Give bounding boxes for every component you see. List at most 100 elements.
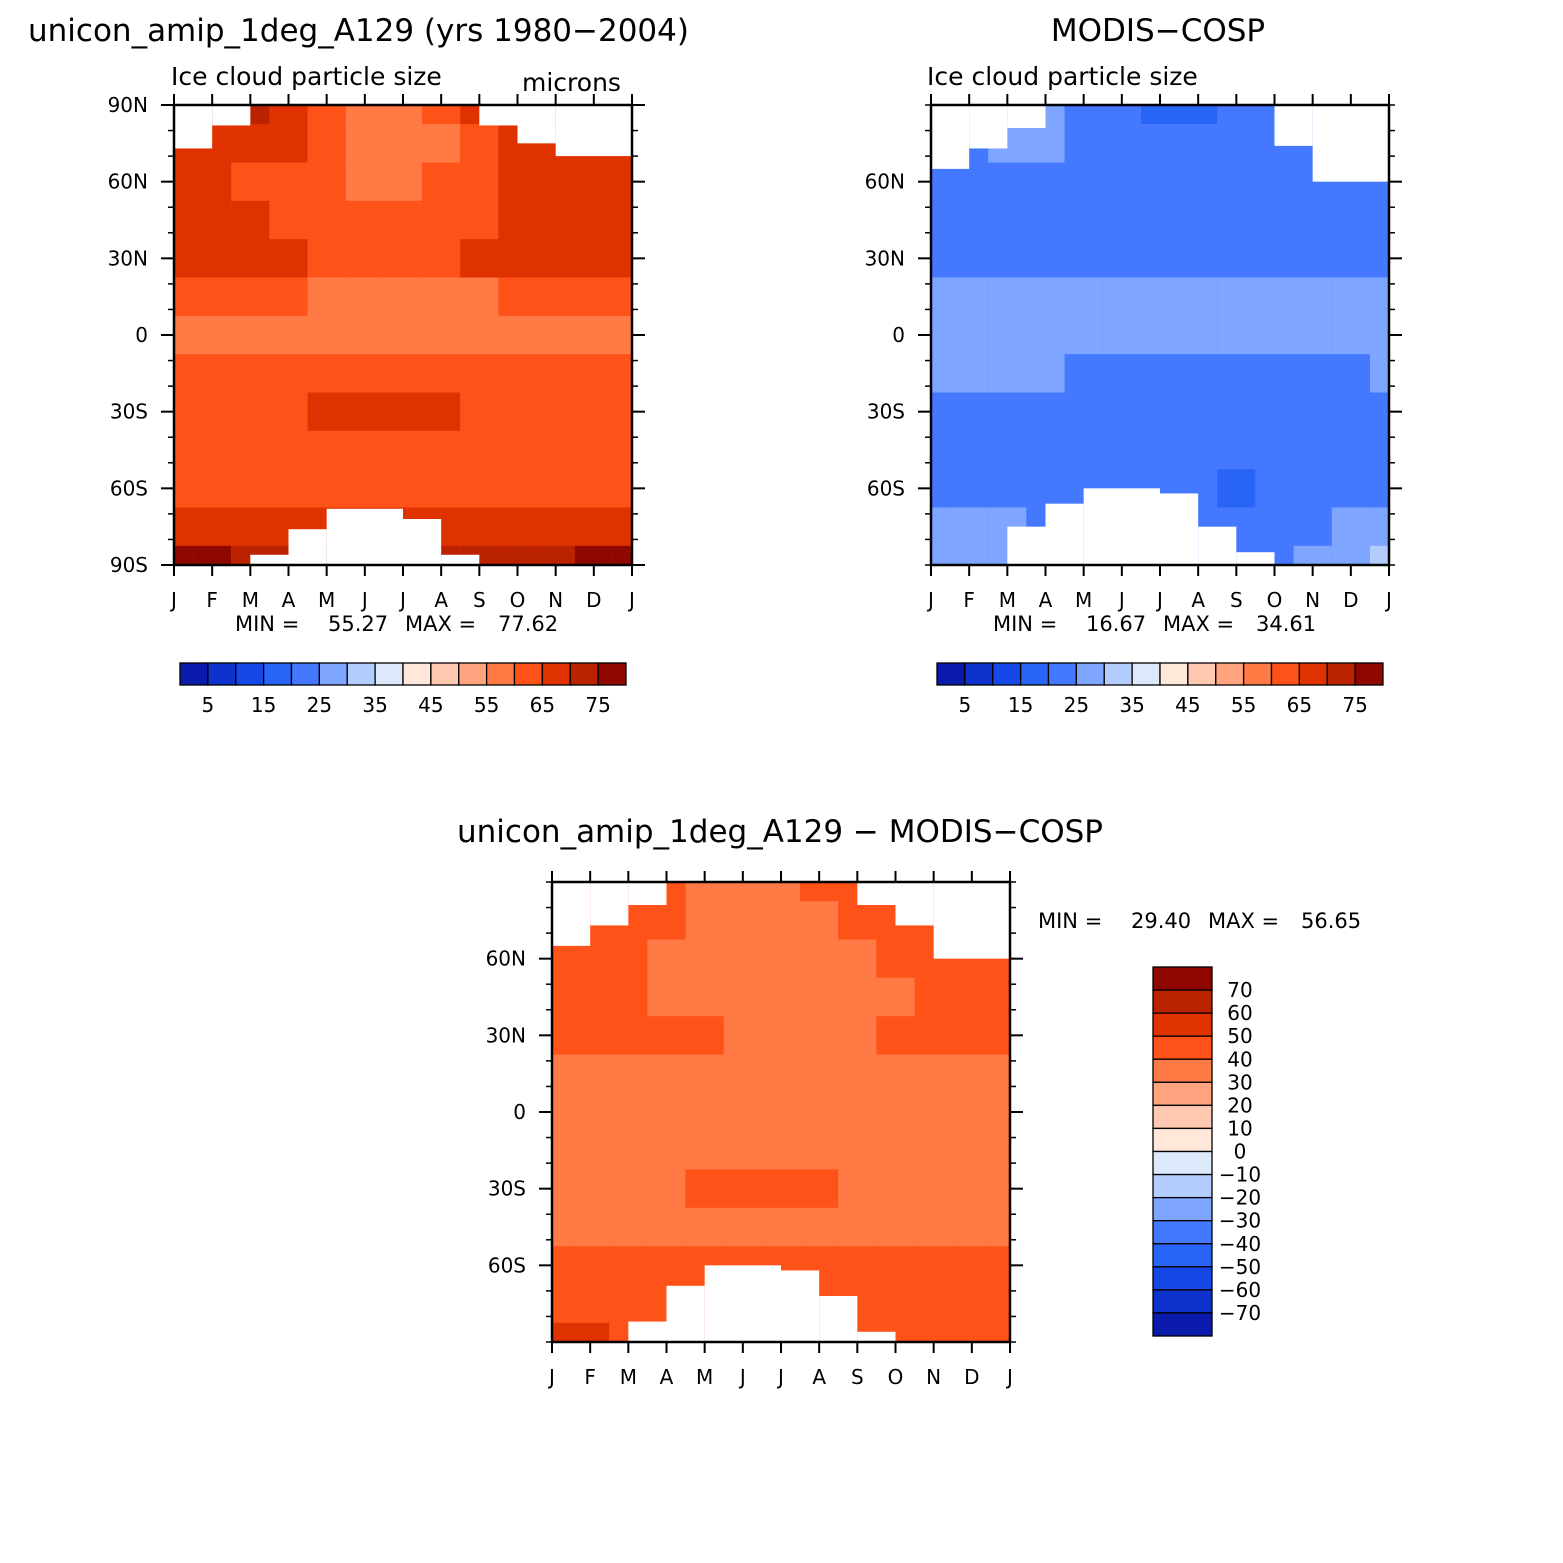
contour-cell xyxy=(1179,354,1218,394)
missing-data-block xyxy=(857,1331,896,1342)
contour-cell xyxy=(1102,354,1141,394)
contour-cell xyxy=(685,1207,724,1247)
contour-cell xyxy=(174,239,194,279)
y-tick-label: 30S xyxy=(867,400,905,424)
contour-cell xyxy=(723,939,762,979)
colorbar-label: 55 xyxy=(474,693,499,717)
max-value: 34.61 xyxy=(1256,612,1316,636)
contour-cell xyxy=(498,392,537,432)
contour-cell xyxy=(1026,277,1065,317)
missing-data-block xyxy=(781,1270,820,1342)
contour-cell xyxy=(574,469,613,509)
x-tick-label: F xyxy=(963,588,975,612)
colorbar-box xyxy=(1152,1312,1213,1337)
x-tick-label: O xyxy=(1267,588,1283,612)
contour-cell xyxy=(422,430,461,470)
contour-cell xyxy=(838,901,877,941)
contour-cell xyxy=(536,430,575,470)
contour-cell xyxy=(574,545,613,565)
contour-cell xyxy=(1255,507,1294,547)
contour-cell xyxy=(1064,354,1103,394)
contour-cell xyxy=(950,469,989,509)
contour-cell xyxy=(383,354,423,394)
contour-cell xyxy=(950,200,989,240)
contour-cell xyxy=(571,1284,610,1324)
contour-cell xyxy=(838,939,877,979)
contour-cell xyxy=(914,1092,953,1132)
contour-cell xyxy=(1217,315,1256,355)
contour-cell xyxy=(990,1207,1010,1247)
contour-cell xyxy=(307,315,346,355)
contour-cell xyxy=(193,545,232,565)
contour-cell xyxy=(723,1169,762,1209)
contour-cell xyxy=(498,239,537,279)
colorbar-label: 0 xyxy=(1234,1140,1247,1164)
contour-cell xyxy=(647,901,686,941)
missing-data-block xyxy=(1083,488,1160,565)
contour-cell xyxy=(498,162,537,202)
colorbar-box xyxy=(262,662,293,686)
colorbar-box xyxy=(1152,966,1213,991)
colorbar-box xyxy=(318,662,348,686)
y-tick-label: 60N xyxy=(486,947,526,971)
contour-cell xyxy=(307,277,346,317)
colorbar-box xyxy=(179,662,209,686)
colorbar-box xyxy=(1152,1012,1213,1037)
contour-cell xyxy=(269,200,308,240)
contour-cell xyxy=(609,1016,648,1056)
contour-cell xyxy=(422,277,461,317)
y-tick-label: 60S xyxy=(867,476,905,500)
contour-cell xyxy=(269,162,308,202)
contour-cell xyxy=(950,277,989,317)
contour-cell xyxy=(1293,315,1332,355)
missing-data-block xyxy=(1007,526,1046,565)
max-label: MAX = xyxy=(1163,612,1234,636)
contour-cell xyxy=(931,430,951,470)
missing-data-block xyxy=(969,105,1008,149)
colorbar-label: 40 xyxy=(1227,1047,1252,1071)
x-tick-label: J xyxy=(1005,1365,1013,1389)
contour-cell xyxy=(800,882,839,902)
x-tick-label: J xyxy=(169,588,177,612)
contour-cell xyxy=(383,277,423,317)
x-tick-label: M xyxy=(620,1365,637,1389)
colorbar-box xyxy=(1152,1289,1213,1314)
contour-cell xyxy=(800,1054,839,1094)
colorbar-label: 5 xyxy=(959,693,972,717)
contour-cell xyxy=(1293,239,1332,279)
colorbar-box xyxy=(1152,1173,1213,1199)
contour-cell xyxy=(612,354,632,394)
contour-cell xyxy=(931,354,951,394)
contour-cell xyxy=(952,1131,991,1171)
contour-cell xyxy=(345,392,384,432)
contour-cell xyxy=(422,392,461,432)
contour-cell xyxy=(950,239,989,279)
x-tick-label: N xyxy=(1305,588,1320,612)
x-tick-label: A xyxy=(282,588,296,612)
contour-cell xyxy=(269,469,308,509)
contour-cell xyxy=(383,430,423,470)
contour-cell xyxy=(647,1169,686,1209)
contour-cell xyxy=(422,162,461,202)
contour-cell xyxy=(1179,105,1218,125)
contour-cell xyxy=(460,200,499,240)
missing-data-block xyxy=(628,1321,667,1342)
contour-cell xyxy=(647,939,686,979)
contour-cell xyxy=(952,1322,991,1342)
contour-cell xyxy=(952,1284,991,1324)
colorbar-box xyxy=(1298,662,1328,686)
contour-cell xyxy=(1331,239,1370,279)
contour-cell xyxy=(460,124,499,164)
contour-cell xyxy=(761,1092,801,1132)
x-tick-label: O xyxy=(888,1365,904,1389)
contour-cell xyxy=(1293,277,1332,317)
colorbar-box xyxy=(936,662,966,686)
contour-cell xyxy=(1064,277,1103,317)
missing-data-block xyxy=(931,105,970,169)
contour-cell xyxy=(193,507,232,547)
contour-cell xyxy=(1293,354,1332,394)
contour-cell xyxy=(231,315,270,355)
contour-cell xyxy=(609,1131,648,1171)
colorbar-box xyxy=(1354,662,1384,686)
